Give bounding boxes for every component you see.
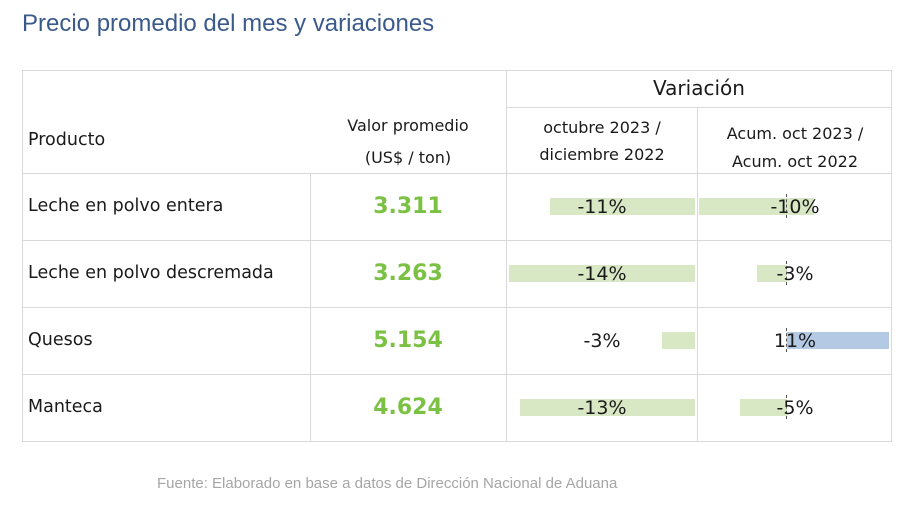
var-mes-header-line2: diciembre 2022 xyxy=(539,145,665,164)
average-value: 3.263 xyxy=(373,261,443,286)
page-title: Precio promedio del mes y variaciones xyxy=(22,10,435,37)
product-name: Leche en polvo descremada xyxy=(28,263,274,283)
grid-line xyxy=(506,70,507,442)
average-value: 3.311 xyxy=(373,194,443,219)
valor-header-line2: (US$ / ton) xyxy=(364,148,452,167)
grid-line xyxy=(22,240,892,241)
variation-cumulative: -5% xyxy=(776,397,814,419)
price-table: Variación Producto Valor promedio (US$ /… xyxy=(22,70,892,442)
grid-line xyxy=(891,70,892,442)
variation-bar xyxy=(757,265,787,282)
variation-cumulative: 11% xyxy=(773,330,817,352)
var-mes-header-line1: octubre 2023 / xyxy=(543,118,661,137)
variation-month: -11% xyxy=(577,196,627,218)
variation-bar xyxy=(550,198,695,215)
variation-bar xyxy=(520,399,695,416)
product-name: Leche en polvo entera xyxy=(28,196,224,216)
product-name: Manteca xyxy=(28,397,103,417)
zero-axis xyxy=(786,261,788,285)
variation-month: -3% xyxy=(583,330,621,352)
grid-line xyxy=(310,173,311,442)
variacion-header: Variación xyxy=(653,76,745,100)
producto-header: Producto xyxy=(28,130,106,150)
grid-line xyxy=(22,70,23,442)
variation-bar xyxy=(699,198,814,215)
grid-line xyxy=(22,374,892,375)
var-acum-header-line2: Acum. oct 2022 xyxy=(731,152,859,171)
var-acum-header-line1: Acum. oct 2023 / xyxy=(726,124,864,143)
grid-line xyxy=(22,441,892,442)
variation-cumulative: -10% xyxy=(770,196,820,218)
valor-header-line1: Valor promedio xyxy=(347,116,469,135)
zero-axis xyxy=(786,194,788,218)
grid-line xyxy=(22,173,892,174)
variation-cumulative: -3% xyxy=(776,263,814,285)
variation-bar xyxy=(509,265,695,282)
average-value: 4.624 xyxy=(373,395,443,420)
variation-bar xyxy=(662,332,695,349)
grid-line xyxy=(697,107,698,442)
grid-line xyxy=(507,107,892,108)
source-note: Fuente: Elaborado en base a datos de Dir… xyxy=(157,475,618,492)
average-value: 5.154 xyxy=(373,328,443,353)
grid-line xyxy=(22,307,892,308)
zero-axis xyxy=(786,395,788,419)
variation-bar xyxy=(740,399,787,416)
variation-bar xyxy=(787,332,889,349)
product-name: Quesos xyxy=(28,330,93,350)
variation-month: -14% xyxy=(577,263,627,285)
grid-line xyxy=(22,70,892,71)
zero-axis xyxy=(786,328,788,352)
variation-month: -13% xyxy=(577,397,627,419)
